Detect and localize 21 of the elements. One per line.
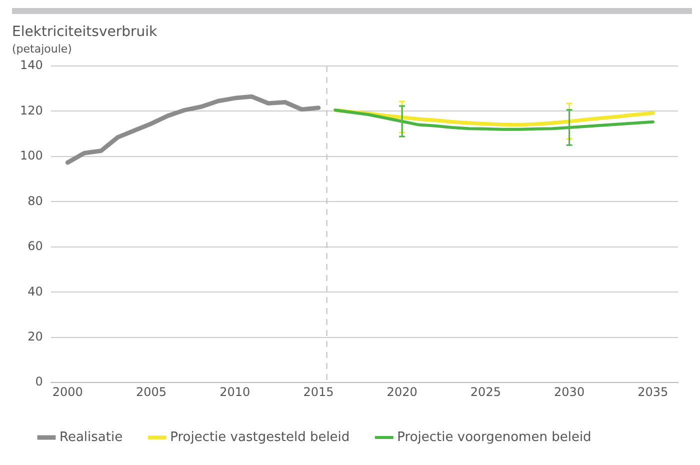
x-tick-label: 2010 bbox=[220, 384, 250, 399]
y-tick-label: 80 bbox=[28, 194, 43, 208]
x-tick-label: 2000 bbox=[52, 384, 83, 399]
legend-label: Projectie vastgesteld beleid bbox=[170, 430, 350, 445]
legend-label: Projectie voorgenomen beleid bbox=[397, 430, 592, 445]
chart-title: Elektriciteitsverbruik bbox=[12, 24, 158, 40]
chart-subtitle: (petajoule) bbox=[12, 42, 72, 56]
x-tick-label: 2005 bbox=[136, 384, 167, 399]
legend-label: Realisatie bbox=[60, 430, 123, 445]
y-tick-label: 140 bbox=[20, 58, 43, 72]
x-tick-label: 2015 bbox=[303, 384, 334, 399]
x-tick-label: 2025 bbox=[470, 384, 501, 399]
y-tick-label: 120 bbox=[20, 103, 43, 118]
y-tick-label: 60 bbox=[28, 239, 43, 254]
y-tick-label: 20 bbox=[28, 329, 43, 344]
x-tick-label: 2035 bbox=[638, 384, 668, 399]
x-tick-label: 2020 bbox=[386, 384, 418, 399]
y-tick-label: 100 bbox=[20, 148, 43, 163]
x-tick-label: 2030 bbox=[554, 384, 585, 399]
y-tick-label: 40 bbox=[28, 284, 43, 298]
y-tick-label: 0 bbox=[35, 374, 43, 389]
